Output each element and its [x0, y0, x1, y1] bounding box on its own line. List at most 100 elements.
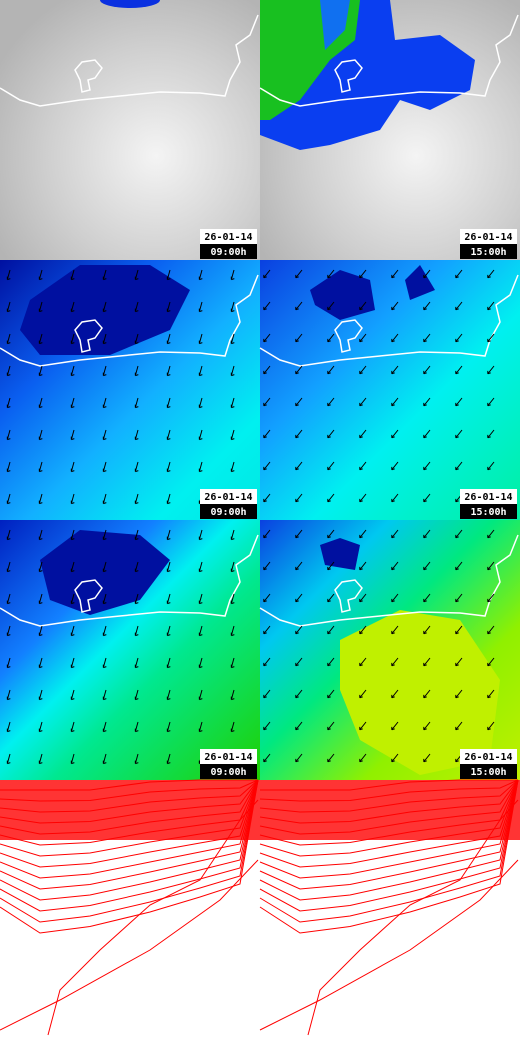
- wind-arrow: [327, 397, 335, 407]
- wind-arrow: [134, 625, 139, 637]
- wind-arrow: [391, 365, 399, 375]
- coastline: [259, 14, 519, 107]
- date-box: [460, 749, 517, 764]
- wind-arrow: [263, 721, 271, 731]
- wind-arrow: [423, 593, 431, 603]
- wind-arrow: [423, 429, 431, 439]
- wind-arrow: [102, 625, 107, 637]
- wind-arrow: [198, 397, 203, 409]
- wind-arrow: [102, 529, 107, 541]
- wind-arrow: [102, 269, 107, 281]
- precip-area: [320, 0, 350, 50]
- wind-arrow: [134, 269, 139, 281]
- wind-arrow: [38, 689, 43, 701]
- contour-line: [259, 779, 519, 835]
- time-label: 15:00h: [470, 247, 506, 258]
- wind-arrow: [327, 429, 335, 439]
- contour-line: [0, 779, 259, 813]
- date-label: 26-01-14: [464, 492, 512, 503]
- wind-zone: [20, 265, 190, 355]
- wind-arrow: [263, 301, 271, 311]
- wind-arrow: [198, 333, 203, 345]
- wind-arrow: [295, 461, 303, 471]
- wind-arrow: [134, 593, 139, 605]
- date-box: [460, 489, 517, 504]
- contour-line: [0, 779, 259, 890]
- time-label: 15:00h: [470, 507, 506, 518]
- contour-line: [47, 799, 259, 1036]
- coastline: [0, 14, 259, 107]
- wind-arrow: [359, 689, 367, 699]
- wind-arrow: [6, 461, 11, 473]
- contour-dense: [0, 780, 520, 840]
- wind-arrow: [38, 493, 43, 505]
- wind-arrow: [263, 689, 271, 699]
- wind-arrow: [166, 721, 171, 733]
- contour-line: [0, 779, 259, 912]
- wind-arrow: [455, 301, 463, 311]
- wind-arrow: [263, 461, 271, 471]
- wind-arrow: [134, 365, 139, 377]
- wind-arrow: [198, 269, 203, 281]
- wind-arrow: [295, 561, 303, 571]
- wind-arrow: [134, 301, 139, 313]
- wind-arrow: [70, 461, 75, 473]
- wind-arrow: [134, 689, 139, 701]
- island: [74, 579, 103, 613]
- wind-arrow: [102, 689, 107, 701]
- contour-line: [0, 779, 259, 857]
- wind-arrow: [230, 593, 235, 605]
- island: [334, 59, 363, 93]
- wind-arrow: [455, 593, 463, 603]
- date-box: [460, 229, 517, 244]
- wind-arrow: [38, 397, 43, 409]
- wind-arrow: [455, 269, 463, 279]
- time-box: [460, 504, 517, 519]
- wind-arrow: [38, 561, 43, 573]
- wind-arrow: [263, 625, 271, 635]
- wind-arrow: [166, 333, 171, 345]
- contour-line: [0, 779, 259, 835]
- wind-arrow: [263, 269, 271, 279]
- contour-line: [0, 779, 259, 868]
- contour-line: [260, 779, 518, 791]
- wind-arrow: [263, 657, 271, 667]
- wind-arrow: [423, 657, 431, 667]
- contour-line: [259, 779, 519, 912]
- wind-arrow: [102, 333, 107, 345]
- wind-arrow: [166, 753, 171, 765]
- wind-arrow: [391, 529, 399, 539]
- contour-line: [259, 779, 519, 868]
- wind-arrow: [423, 625, 431, 635]
- wind-arrow: [198, 365, 203, 377]
- wind-arrow: [166, 269, 171, 281]
- wind-arrow: [359, 461, 367, 471]
- wind-arrow: [38, 593, 43, 605]
- wind-arrow: [198, 461, 203, 473]
- wind-arrow: [487, 397, 495, 407]
- wind-arrow: [359, 657, 367, 667]
- wind-arrow: [359, 753, 367, 763]
- wind-arrow: [70, 593, 75, 605]
- wind-arrow: [487, 365, 495, 375]
- wind-arrow: [359, 625, 367, 635]
- wind-arrow: [134, 529, 139, 541]
- wind-arrow: [295, 689, 303, 699]
- wind-zone: [340, 610, 500, 775]
- wind-arrow: [327, 561, 335, 571]
- wind-arrow: [230, 561, 235, 573]
- wind-zone: [40, 530, 170, 615]
- contours: [0, 779, 519, 1036]
- wind-arrow: [230, 301, 235, 313]
- wind-arrow: [455, 529, 463, 539]
- wind-arrow: [423, 301, 431, 311]
- wind-arrow: [423, 689, 431, 699]
- wind-arrow: [166, 561, 171, 573]
- wind-arrow: [359, 593, 367, 603]
- wind-arrow: [391, 721, 399, 731]
- wind-arrow: [455, 561, 463, 571]
- wind-arrow: [166, 429, 171, 441]
- wind-arrow: [134, 657, 139, 669]
- wind-arrow: [134, 397, 139, 409]
- cloud-field: [0, 0, 260, 260]
